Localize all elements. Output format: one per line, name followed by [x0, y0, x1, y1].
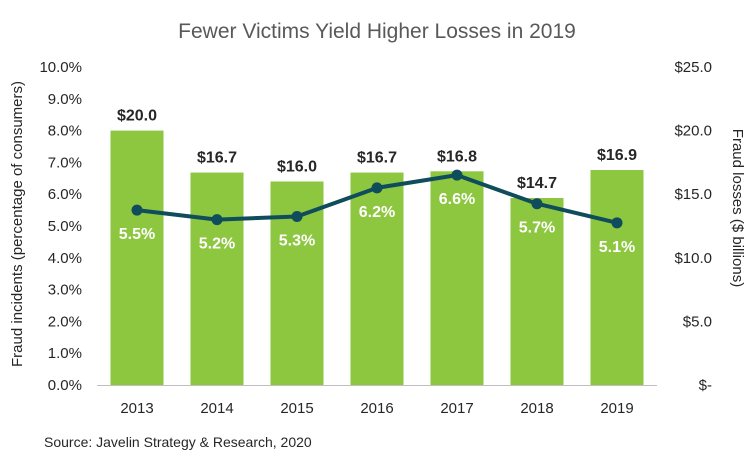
source-note: Source: Javelin Strategy & Research, 202…	[44, 434, 312, 450]
y-tick-label: 10.0%	[39, 59, 82, 76]
y-tick-label: 6.0%	[48, 186, 82, 203]
bar-2017	[430, 171, 484, 385]
y2-tick-label: $5.0	[683, 313, 712, 330]
line-point-2013	[131, 204, 143, 216]
chart-title: Fewer Victims Yield Higher Losses in 201…	[178, 20, 576, 43]
bar-data-labels: $20.0 $16.7 $16.0 $16.7 $16.8 $14.7 $16.9	[117, 108, 637, 192]
y-tick-label: 5.0%	[48, 218, 82, 235]
left-axis-title: Fraud incidents (percentage of consumers…	[9, 81, 26, 367]
line-label-2013: 5.5%	[119, 226, 155, 243]
line-point-2015	[291, 210, 303, 222]
bar-label-2018: $14.7	[517, 175, 557, 192]
line-point-2019	[611, 217, 623, 229]
bar-label-2015: $16.0	[277, 158, 317, 175]
x-axis-ticks: 2013 2014 2015 2016 2017 2018 2019	[120, 400, 633, 417]
x-tick-label-2018: 2018	[520, 400, 553, 417]
bar-label-2019: $16.9	[597, 147, 637, 164]
line-point-2017	[451, 169, 463, 181]
y2-tick-label: $-	[699, 377, 712, 394]
bar-2016	[350, 172, 404, 385]
y-tick-label: 2.0%	[48, 313, 82, 330]
y2-tick-label: $20.0	[674, 123, 712, 140]
x-tick-label-2016: 2016	[360, 400, 393, 417]
y2-tick-label: $25.0	[674, 59, 712, 76]
x-tick-label-2014: 2014	[200, 400, 233, 417]
y-tick-label: 8.0%	[48, 123, 82, 140]
bar-label-2017: $16.8	[437, 148, 477, 165]
x-tick-label-2019: 2019	[600, 400, 633, 417]
x-tick-label-2013: 2013	[120, 400, 153, 417]
line-label-2014: 5.2%	[199, 236, 235, 253]
line-point-2018	[531, 198, 543, 210]
y-tick-label: 0.0%	[48, 377, 82, 394]
line-label-2019: 5.1%	[599, 239, 635, 256]
bar-label-2014: $16.7	[197, 150, 237, 167]
bar-series	[110, 130, 644, 385]
line-point-2016	[371, 182, 383, 194]
line-label-2016: 6.2%	[359, 204, 395, 221]
bar-label-2016: $16.7	[357, 150, 397, 167]
line-series	[131, 169, 623, 229]
bar-2013	[110, 130, 164, 385]
y-tick-label: 1.0%	[48, 345, 82, 362]
bar-2019	[590, 170, 644, 385]
line-label-2018: 5.7%	[519, 220, 555, 237]
bar-2014	[190, 172, 244, 385]
right-axis-title: Fraud losses ($ billions)	[729, 129, 746, 287]
line-label-2017: 6.6%	[439, 191, 475, 208]
line-point-2014	[211, 214, 223, 226]
y2-tick-label: $15.0	[674, 186, 712, 203]
bar-2018	[510, 198, 564, 385]
y-tick-label: 9.0%	[48, 91, 82, 108]
line-data-labels: 5.5% 5.2% 5.3% 6.2% 6.6% 5.7% 5.1%	[119, 191, 635, 256]
y-tick-label: 4.0%	[48, 250, 82, 267]
line-label-2015: 5.3%	[279, 232, 315, 249]
x-tick-label-2017: 2017	[440, 400, 473, 417]
left-axis-ticks: 0.0% 1.0% 2.0% 3.0% 4.0% 5.0% 6.0% 7.0% 8.0% 9.0%…	[39, 59, 82, 394]
y2-tick-label: $10.0	[674, 250, 712, 267]
y-tick-label: 7.0%	[48, 154, 82, 171]
bar-label-2013: $20.0	[117, 108, 157, 125]
right-axis-ticks: $- $5.0 $10.0 $15.0 $20.0 $25.0	[674, 59, 712, 394]
x-tick-label-2015: 2015	[280, 400, 313, 417]
y-tick-label: 3.0%	[48, 282, 82, 299]
